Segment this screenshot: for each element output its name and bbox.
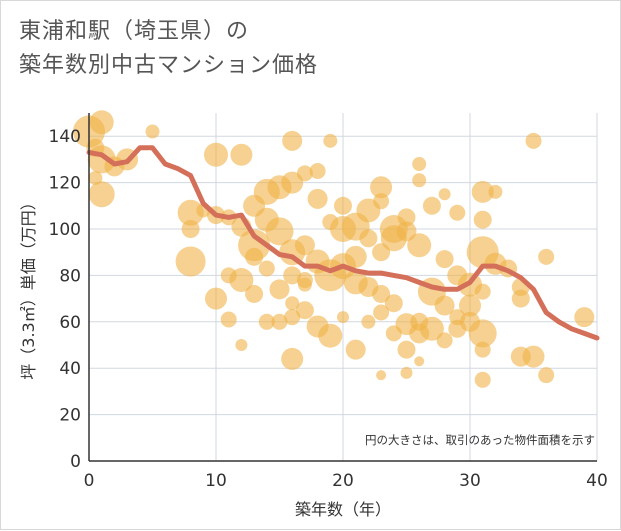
data-bubble: [522, 345, 545, 368]
data-bubble: [412, 157, 427, 172]
data-bubble: [281, 171, 304, 194]
y-tick-label: 100: [49, 220, 81, 240]
data-bubble: [309, 163, 326, 179]
data-bubble: [220, 311, 237, 328]
data-bubble: [474, 283, 491, 300]
data-bubble: [471, 180, 494, 203]
y-tick-label: 20: [59, 406, 81, 426]
data-bubble: [488, 184, 503, 199]
data-bubble: [434, 295, 455, 316]
data-bubble: [235, 339, 248, 351]
y-tick-label: 80: [59, 266, 81, 286]
data-bubble: [400, 366, 413, 379]
data-bubble: [438, 188, 451, 201]
data-bubble: [294, 235, 315, 256]
data-bubble: [372, 284, 391, 303]
y-tick-label: 40: [59, 359, 81, 379]
y-tick-label: 0: [70, 452, 81, 472]
data-bubble: [229, 268, 254, 293]
data-bubble: [372, 243, 391, 262]
data-bubble: [359, 229, 378, 248]
data-bubble: [511, 289, 530, 308]
data-bubble: [230, 143, 253, 166]
data-bubble: [412, 173, 427, 188]
data-bubble: [271, 313, 288, 330]
data-bubble: [525, 132, 542, 149]
data-bubble: [370, 176, 393, 199]
data-bubble: [285, 296, 300, 311]
data-bubble: [88, 181, 115, 208]
chart-title-line-1: 東浦和駅（埼玉県）の: [19, 19, 250, 44]
data-bubble: [323, 133, 338, 148]
y-tick-label: 140: [49, 127, 81, 147]
data-bubble: [334, 196, 352, 215]
data-bubble: [245, 284, 264, 303]
data-bubble: [384, 294, 403, 313]
data-bubble: [238, 229, 271, 262]
data-bubble: [181, 220, 200, 238]
data-bubble: [373, 193, 390, 210]
data-bubble: [373, 304, 390, 321]
data-bubble: [385, 325, 402, 342]
average-price-line: [86, 145, 600, 341]
data-bubble: [282, 130, 303, 151]
data-bubble: [574, 307, 595, 328]
data-bubble: [205, 287, 227, 310]
x-tick-label: 20: [332, 471, 354, 491]
data-bubble: [414, 356, 425, 367]
data-bubble: [538, 367, 555, 384]
data-bubble: [468, 319, 497, 348]
data-bubble: [204, 142, 228, 167]
data-bubble: [283, 266, 302, 285]
data-bubble: [538, 248, 555, 265]
data-bubble: [284, 309, 301, 326]
data-bubble: [258, 313, 275, 330]
y-axis-label: 坪（3.3㎡）単価（万円）: [19, 194, 38, 379]
data-bubble: [449, 204, 466, 221]
data-bubble: [361, 314, 376, 329]
data-bubble: [269, 279, 290, 300]
data-bubble: [88, 170, 103, 185]
data-bubble: [436, 332, 453, 349]
data-bubble: [177, 199, 204, 226]
data-bubble: [258, 260, 275, 277]
data-bubble: [379, 215, 408, 243]
data-bubble: [422, 196, 441, 215]
x-tick-label: 0: [84, 471, 95, 491]
data-bubble: [318, 323, 343, 348]
chart-title: 東浦和駅（埼玉県）の 築年数別中古マンション価格: [19, 15, 318, 83]
y-tick-label: 60: [59, 313, 81, 333]
data-bubble: [145, 124, 160, 139]
data-bubble: [175, 246, 206, 277]
data-bubble: [397, 340, 416, 359]
data-bubble: [473, 210, 492, 229]
x-axis-label: 築年数（年）: [295, 500, 391, 519]
x-tick-label: 30: [459, 471, 481, 491]
data-bubble: [419, 316, 444, 341]
data-bubble: [307, 188, 328, 209]
data-bubble: [407, 233, 432, 258]
data-bubble: [474, 341, 491, 358]
data-bubble: [89, 110, 114, 135]
data-bubble: [459, 294, 481, 317]
data-bubble: [265, 217, 294, 246]
chart-title-line-2: 築年数別中古マンション価格: [19, 53, 319, 78]
x-tick-label: 10: [205, 471, 227, 491]
data-bubble: [376, 370, 387, 381]
bubble-size-note: 円の大きさは、取引のあった物件面積を示す: [365, 433, 595, 447]
data-bubble: [281, 347, 304, 370]
data-bubble: [474, 371, 491, 388]
data-bubble: [337, 311, 349, 324]
y-tick-label: 120: [49, 174, 81, 194]
data-bubble: [435, 250, 454, 269]
data-bubble: [345, 339, 366, 360]
data-bubble: [295, 301, 314, 320]
data-bubble: [297, 277, 312, 292]
x-tick-label: 40: [586, 471, 608, 491]
